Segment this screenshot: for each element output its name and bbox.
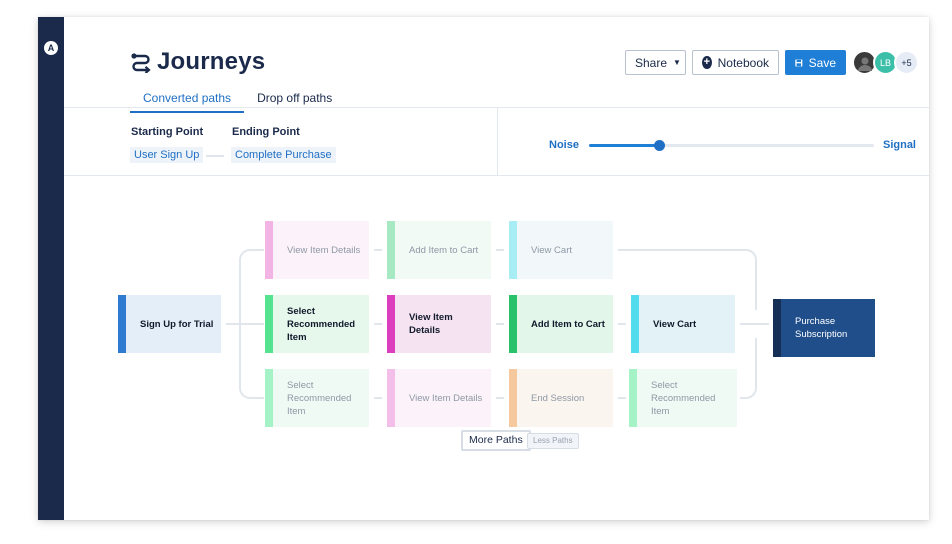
app-logo-icon[interactable]: A <box>44 41 58 55</box>
node-color-bar <box>773 299 781 357</box>
journey-node[interactable]: View Item Details <box>265 221 369 279</box>
toolbar: Share ▼ + Notebook Save <box>625 50 919 75</box>
journey-node[interactable]: View Cart <box>509 221 613 279</box>
save-button-label: Save <box>808 55 836 70</box>
ending-point-value[interactable]: Complete Purchase <box>231 147 336 163</box>
node-color-bar <box>387 295 395 353</box>
page-title: Journeys <box>157 48 266 75</box>
node-color-bar <box>509 221 517 279</box>
node-label: Select Recommended Item <box>651 379 716 417</box>
ending-point-label: Ending Point <box>232 126 300 138</box>
more-users-badge[interactable]: +5 <box>894 50 919 75</box>
less-paths-button[interactable]: Less Paths <box>527 433 579 449</box>
journey-end-node[interactable]: Purchase Subscription <box>773 299 875 357</box>
tab-drop-off-paths[interactable]: Drop off paths <box>257 91 333 105</box>
noise-signal-slider[interactable] <box>589 140 874 151</box>
journey-node[interactable]: Select Recommended Item <box>265 295 369 353</box>
node-label: View Cart <box>653 318 697 330</box>
save-icon <box>795 58 803 67</box>
node-color-bar <box>629 369 637 427</box>
signal-label: Signal <box>882 139 916 151</box>
node-label: Select Recommended Item <box>287 305 356 343</box>
journey-start-node[interactable]: Sign Up for Trial <box>118 295 221 353</box>
node-color-bar <box>509 295 517 353</box>
node-label: Select Recommended Item <box>287 379 352 417</box>
slider-fill <box>589 144 660 147</box>
sidebar: A <box>38 17 64 520</box>
user-avatar-photo[interactable] <box>852 50 877 75</box>
node-color-bar <box>265 295 273 353</box>
tab-converted-paths[interactable]: Converted paths <box>130 91 245 113</box>
divider <box>64 175 929 176</box>
notebook-button[interactable]: + Notebook <box>692 50 779 75</box>
journey-connectors <box>226 249 769 399</box>
node-label: View Item Details <box>409 392 483 404</box>
share-button-label: Share <box>635 55 668 70</box>
save-button[interactable]: Save <box>785 50 846 75</box>
app-window: A Journeys Share ▼ + Notebook <box>38 17 929 520</box>
starting-point-value[interactable]: User Sign Up <box>130 147 204 163</box>
node-color-bar <box>387 369 395 427</box>
journey-node[interactable]: Select Recommended Item <box>629 369 737 427</box>
node-label: View Cart <box>531 244 573 256</box>
chevron-down-icon: ▼ <box>673 58 681 67</box>
node-label: End Session <box>531 392 585 404</box>
node-color-bar <box>631 295 639 353</box>
more-paths-button[interactable]: More Paths <box>461 430 531 451</box>
journey-node[interactable]: Add Item to Cart <box>387 221 491 279</box>
starting-point-label: Starting Point <box>131 126 204 138</box>
journey-node[interactable]: Select Recommended Item <box>265 369 369 427</box>
node-color-bar <box>265 369 273 427</box>
node-label: Add Item to Cart <box>409 244 479 256</box>
divider <box>497 108 498 176</box>
journey-node[interactable]: View Item Details <box>387 369 491 427</box>
share-button[interactable]: Share ▼ <box>625 50 686 75</box>
collaborators: LB +5 <box>852 50 919 75</box>
user-photo-icon <box>857 57 872 71</box>
main-content: Journeys Share ▼ + Notebook Save <box>64 17 929 520</box>
journey-node[interactable]: View Item Details <box>387 295 491 353</box>
node-color-bar <box>387 221 395 279</box>
slider-handle[interactable] <box>654 140 665 151</box>
node-label: Sign Up for Trial <box>140 318 214 330</box>
node-label: View Item Details <box>287 244 361 256</box>
tabs: Converted paths Drop off paths <box>130 91 345 113</box>
node-color-bar <box>509 369 517 427</box>
notebook-button-label: Notebook <box>717 55 769 70</box>
page-header: Journeys <box>130 48 265 76</box>
journeys-icon <box>131 53 151 73</box>
plus-circle-icon: + <box>702 56 712 69</box>
node-label: View Item Details <box>409 312 453 336</box>
node-color-bar <box>118 295 126 353</box>
node-label: Add Item to Cart <box>531 318 605 330</box>
journey-node[interactable]: End Session <box>509 369 613 427</box>
journey-node[interactable]: Add Item to Cart <box>509 295 613 353</box>
node-label: Purchase Subscription <box>795 316 848 340</box>
journey-node[interactable]: View Cart <box>631 295 735 353</box>
divider <box>64 107 929 108</box>
node-color-bar <box>265 221 273 279</box>
filter-connector <box>206 155 224 157</box>
noise-label: Noise <box>549 139 579 151</box>
